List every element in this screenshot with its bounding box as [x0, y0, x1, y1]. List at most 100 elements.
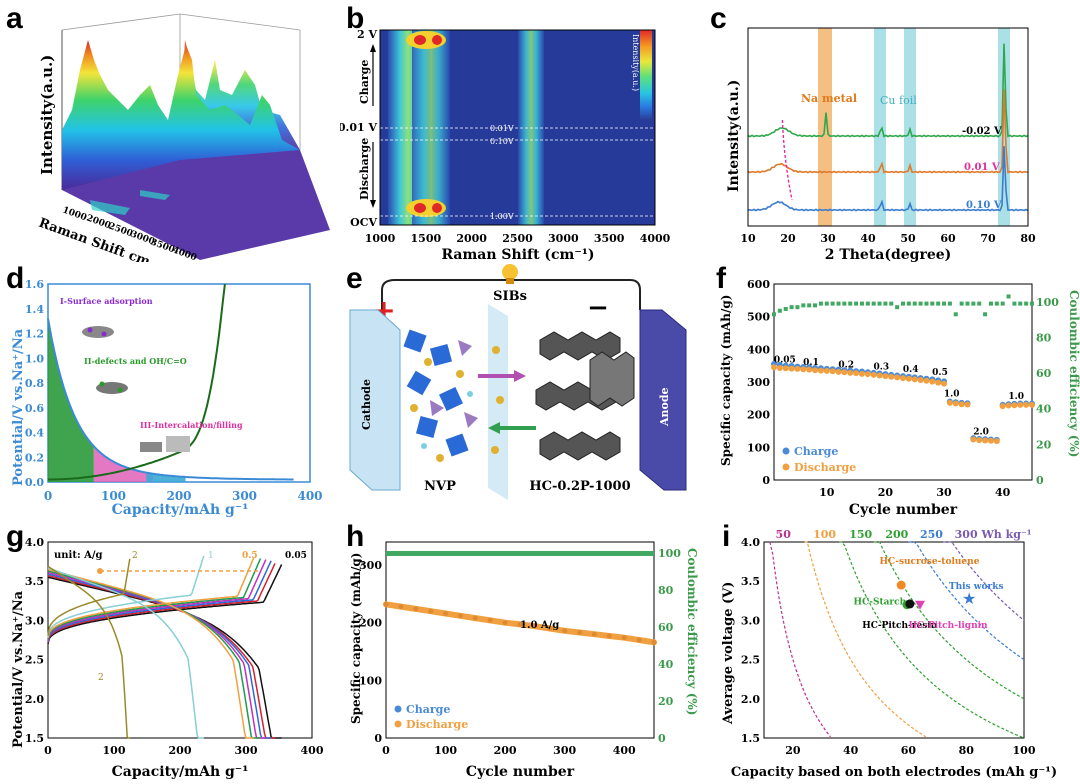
energy-line-i-200	[873, 541, 1025, 700]
tick-h-y2-40: 40	[658, 658, 674, 671]
tick-f-y-300: 300	[747, 376, 770, 389]
point-f-1-7	[812, 367, 819, 374]
point-f-ce-40	[1006, 294, 1011, 299]
point-f-ce-21	[895, 305, 900, 310]
tick-f-y2-0: 0	[1036, 474, 1044, 487]
point-h-18	[651, 639, 657, 645]
tick-d-x-200: 200	[166, 489, 191, 503]
tick-d-y-0.6: 0.6	[25, 402, 44, 415]
point-f-ce-37	[988, 301, 993, 306]
axis-h-y2ticks: 0 20 40 60 80 100	[658, 547, 681, 745]
rate-label-f-4: 0.4	[903, 365, 919, 375]
tick-f-y-200: 200	[747, 409, 770, 422]
curve-g-charge-0.3	[47, 559, 267, 641]
point-f-1-4	[794, 365, 801, 372]
point-f-ce-2	[783, 306, 788, 311]
band-c-label-na: Na metal	[801, 92, 857, 105]
curve-label-g-05: 0.5	[242, 551, 258, 561]
point-label-i-4: This works	[949, 582, 1004, 592]
tick-f-y-400: 400	[747, 343, 770, 356]
tick-f-y-600: 600	[747, 278, 770, 291]
axis-b-xticks: 1000 1500 2000 2500 3000 3500 4000	[365, 232, 671, 245]
tick-g-x-200: 200	[169, 744, 192, 757]
tick-c-x-30: 30	[820, 232, 836, 245]
point-f-ce-30	[947, 301, 952, 306]
curve-g-charge-0.5	[47, 557, 255, 639]
point-i-0	[896, 580, 906, 590]
point-f-ce-9	[824, 301, 829, 306]
axis-a-ylabel: Intensity(a.u.)	[38, 55, 56, 175]
curve-g-charge-0.1	[47, 563, 276, 643]
panel-label-a: a	[6, 2, 23, 35]
point-f-1-40	[1005, 402, 1012, 409]
point-f-ce-8	[818, 301, 823, 306]
point-h-6	[472, 615, 478, 621]
energy-label-i-50: 50	[776, 528, 792, 541]
cathode-plate	[349, 309, 401, 491]
energy-line-i-150	[839, 541, 1025, 739]
curve-d-discharge	[47, 318, 294, 481]
annotation-b-100: 1.00V	[490, 212, 514, 221]
ce-band-h	[386, 550, 654, 556]
energy-label-i-250: 250	[920, 528, 943, 541]
axis-h-yticks: 0 100 200 300	[359, 559, 382, 745]
point-f-ce-39	[1000, 301, 1005, 306]
point-i-4: ★	[962, 589, 976, 608]
axis-h-y2label: Coulombic efficiency (%)	[685, 548, 699, 715]
legend-h-charge: Charge	[406, 703, 450, 716]
point-f-1-16	[864, 371, 871, 378]
point-f-ce-33	[965, 301, 970, 306]
mol-icon-3	[140, 436, 190, 452]
axis-h-xlabel: Cycle number	[466, 764, 575, 780]
band-c-1	[874, 28, 886, 226]
tick-f-y-100: 100	[747, 441, 770, 454]
axis-d-yticks: 0.0 0.2 0.4 0.6 0.8 1.0 1.2 1.4 1.6	[25, 278, 44, 489]
series-c-label-002: -0.02 V	[962, 126, 1002, 137]
point-f-ce-4	[795, 305, 800, 310]
series-c-label-010: 0.10 V	[966, 200, 1002, 211]
tick-h-y2-60: 60	[658, 621, 674, 634]
bulb-icon	[502, 264, 518, 284]
curve-g-charge-0.05	[47, 564, 283, 645]
mol-icon-2	[96, 381, 128, 394]
point-f-1-17	[870, 371, 877, 378]
point-f-1-0	[771, 364, 777, 371]
point-f-ce-25	[918, 301, 923, 306]
axis-h-ylabel: Specific capacity (mAh/g)	[349, 553, 363, 724]
tick-i-x-80: 80	[959, 744, 975, 757]
tick-f-x-40: 40	[995, 486, 1011, 499]
point-f-1-37	[987, 437, 994, 444]
point-f-ce-17	[871, 301, 876, 306]
series-c-0	[747, 43, 1029, 138]
rate-label-f-3: 0.3	[874, 363, 890, 373]
point-f-1-36	[982, 437, 989, 444]
panel-label-c: c	[710, 2, 727, 35]
point-f-1-27	[929, 378, 936, 385]
axis-h-xticks: 0 100 200 300 400	[382, 744, 636, 757]
point-h-13	[577, 630, 583, 636]
tick-d-x-400: 400	[297, 489, 322, 503]
tick-b-x-2000: 2000	[456, 232, 487, 245]
tick-c-x-50: 50	[900, 232, 916, 245]
point-h-17	[636, 637, 642, 643]
point-f-ce-6	[807, 303, 812, 308]
hc-label: HC-0.2P-1000	[529, 479, 630, 494]
tick-g-x-400: 400	[301, 744, 324, 757]
nvp-label: NVP	[424, 479, 456, 494]
annotation-b-001: 0.01V	[490, 124, 514, 133]
point-f-1-15	[858, 370, 865, 377]
tick-h-x-100: 100	[434, 744, 457, 757]
point-h-8	[502, 620, 508, 626]
chart-f: 0.05 0.1 0.2 0.3 0.4 0.5 1.0 2.0 1.0 10 20 30 40 0 1…	[719, 278, 1080, 518]
colorbar-b-label: Intensity(a.u.)	[631, 34, 640, 91]
axis-f-xlabel: Cycle number	[849, 502, 958, 518]
point-h-15	[606, 633, 612, 639]
curve-label-g-1: 1	[208, 551, 214, 561]
tick-g-y-2: 2.0	[25, 693, 44, 706]
point-f-ce-5	[801, 303, 806, 308]
panel-label-f: f	[716, 262, 726, 295]
point-f-1-26	[923, 377, 930, 384]
curve-g-discharge-1	[47, 567, 204, 739]
point-f-ce-3	[789, 305, 794, 310]
point-h-9	[517, 621, 523, 627]
